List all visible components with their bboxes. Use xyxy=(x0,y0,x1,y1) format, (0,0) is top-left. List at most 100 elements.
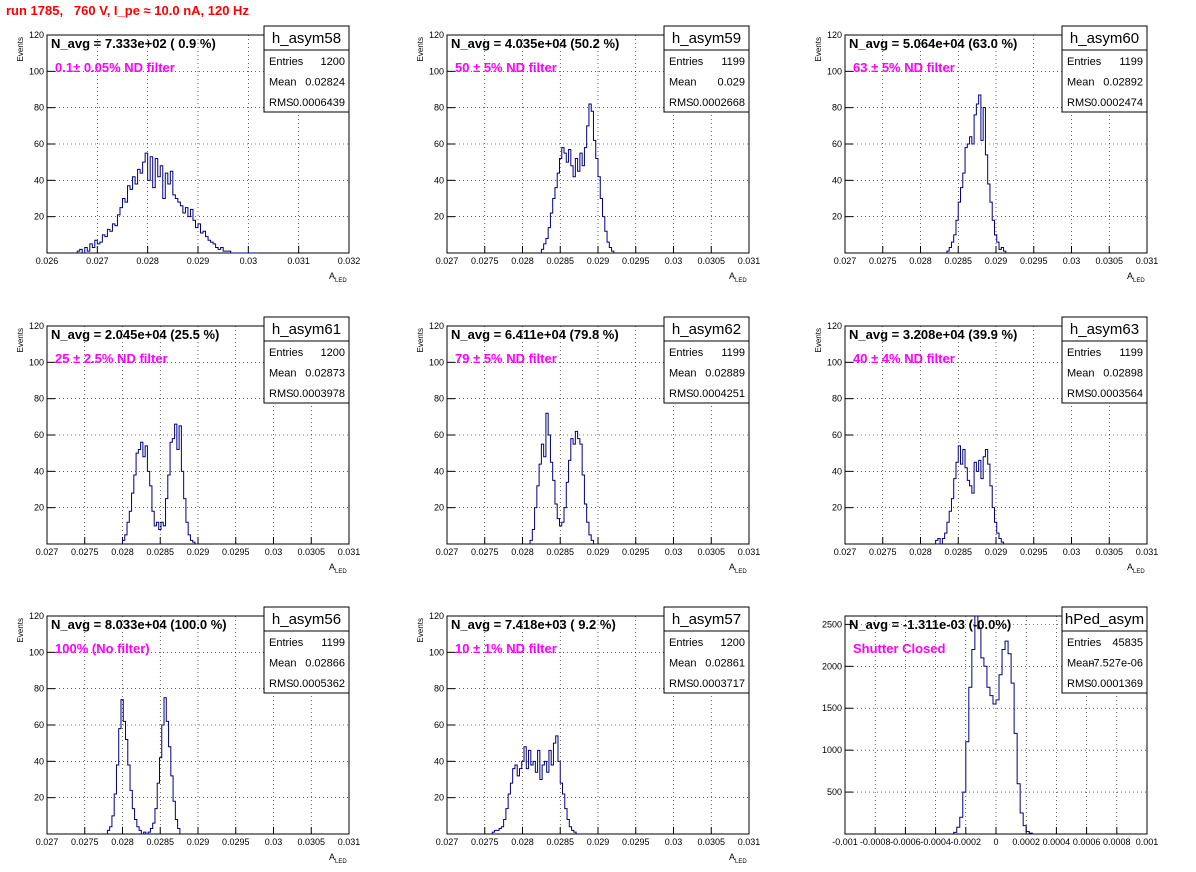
histogram-panel-h_asym58: 0.026 0.027 0.028 0.029 0.03 0.031 0.032 20 40 60… xyxy=(16,25,360,284)
stat-value: 0.0002474 xyxy=(1091,97,1143,109)
y-tick-label: 40 xyxy=(434,175,444,185)
y-tick-label: 40 xyxy=(832,175,842,185)
y-tick-label: 60 xyxy=(832,430,842,440)
x-tick-label: 0.028 xyxy=(111,837,134,847)
stat-label: Mean xyxy=(1067,77,1095,89)
y-tick-label: 80 xyxy=(434,394,444,404)
stats-title-box xyxy=(263,25,350,51)
x-tick-label: 0.028 xyxy=(511,256,534,266)
histogram-outline xyxy=(540,103,615,253)
stat-label: Entries xyxy=(669,56,704,68)
histogram-panel-h_asym62: 0.027 0.0275 0.028 0.0285 0.029 0.0295 0.03 0.0… xyxy=(416,316,760,575)
stat-value: 0.0003564 xyxy=(1091,388,1143,400)
y-tick-label: 1500 xyxy=(822,703,842,713)
x-tick-label: 0.0295 xyxy=(222,547,250,557)
stat-label: Mean xyxy=(669,77,697,89)
histogram-outline xyxy=(122,423,196,544)
stats-values-box xyxy=(1061,630,1148,694)
x-tick-label: 0.0285 xyxy=(146,547,174,557)
x-axis-label-sub: LED xyxy=(1133,569,1145,575)
x-axis-label: ALED xyxy=(329,852,347,865)
x-tick-label: 0.03 xyxy=(265,547,283,557)
y-tick-label: 120 xyxy=(827,321,842,331)
x-tick-label: 0.0004 xyxy=(1043,837,1071,847)
x-axis-label: ALED xyxy=(329,271,347,284)
x-tick-label: 0.001 xyxy=(1136,837,1159,847)
y-tick-label: 40 xyxy=(434,756,444,766)
y-tick-label: 40 xyxy=(34,175,44,185)
x-tick-label: 0.031 xyxy=(738,256,761,266)
x-tick-label: 0.03 xyxy=(1063,256,1081,266)
x-axis-label-main: A xyxy=(329,562,335,572)
x-tick-label: 0.031 xyxy=(1136,547,1159,557)
stat-label: Mean xyxy=(669,368,697,380)
x-axis-label-main: A xyxy=(329,271,335,281)
navg-label: N_avg = 3.208e+04 (39.9 %) xyxy=(849,327,1017,342)
stats-box: h_asym63 Entries 1199 Mean 0.02898 RMS 0.00035… xyxy=(1061,316,1148,404)
y-axis-label: Events xyxy=(16,328,25,352)
stat-value: 0.0002668 xyxy=(693,97,745,109)
stat-value: 1199 xyxy=(321,637,345,649)
x-tick-label: 0.027 xyxy=(36,837,59,847)
y-tick-label: 100 xyxy=(429,647,444,657)
stats-title-box xyxy=(663,316,750,342)
histogram-name: h_asym63 xyxy=(1070,321,1139,338)
stat-label: Mean xyxy=(269,368,297,380)
stats-values-box xyxy=(663,340,750,404)
x-tick-label: 0.0275 xyxy=(471,837,499,847)
x-tick-label: 0.0305 xyxy=(297,547,325,557)
y-axis-label: Events xyxy=(814,328,823,352)
x-tick-label: 0.0305 xyxy=(697,547,725,557)
stat-label: Mean xyxy=(1067,658,1095,670)
navg-label: N_avg = 2.045e+04 (25.5 %) xyxy=(51,327,219,342)
y-tick-label: 120 xyxy=(827,30,842,40)
stat-value: 45835 xyxy=(1112,637,1143,649)
histogram-outline xyxy=(946,94,1007,253)
x-tick-label: 0.032 xyxy=(338,256,361,266)
x-axis-label: ALED xyxy=(729,271,747,284)
navg-label: N_avg = 5.064e+04 (63.0 %) xyxy=(849,36,1017,51)
histogram-outline xyxy=(76,152,259,254)
y-tick-label: 20 xyxy=(434,212,444,222)
x-axis-label: ALED xyxy=(1127,562,1145,575)
stats-title-box xyxy=(1061,606,1148,632)
x-axis-label-sub: LED xyxy=(735,859,747,865)
x-axis-label-main: A xyxy=(729,271,735,281)
x-tick-label: 0.031 xyxy=(738,837,761,847)
x-tick-label: 0.027 xyxy=(436,256,459,266)
stat-label: Entries xyxy=(669,347,704,359)
y-tick-label: 80 xyxy=(434,103,444,113)
navg-label: N_avg = -1.311e-03 (-0.0%) xyxy=(849,617,1011,632)
y-axis-label: Events xyxy=(416,328,425,352)
y-tick-label: 60 xyxy=(832,139,842,149)
y-tick-label: 120 xyxy=(429,611,444,621)
x-tick-label: 0.0305 xyxy=(697,256,725,266)
y-tick-label: 20 xyxy=(34,212,44,222)
histogram-name: h_asym56 xyxy=(272,611,341,628)
histogram-name: h_asym57 xyxy=(672,611,741,628)
x-tick-label: 0.027 xyxy=(36,547,59,557)
stat-value: 1199 xyxy=(1119,347,1143,359)
x-axis-label-sub: LED xyxy=(735,569,747,575)
x-tick-label: 0.029 xyxy=(187,547,210,557)
stat-label: RMS xyxy=(669,388,693,400)
x-tick-label: 0.0275 xyxy=(471,547,499,557)
x-tick-label: -0.0006 xyxy=(890,837,921,847)
stat-value: 0.0005362 xyxy=(293,678,345,690)
x-tick-label: 0.0305 xyxy=(1095,256,1123,266)
x-tick-label: 0.0305 xyxy=(697,837,725,847)
y-tick-label: 80 xyxy=(34,103,44,113)
stats-box: h_asym60 Entries 1199 Mean 0.02892 RMS 0.00024… xyxy=(1061,25,1148,113)
y-tick-label: 1000 xyxy=(822,745,842,755)
stats-box: hPed_asym Entries 45835 Mean-7.527e-06 RMS 0.… xyxy=(1061,606,1148,694)
y-axis-label: Events xyxy=(416,618,425,642)
x-tick-label: 0.026 xyxy=(36,256,59,266)
stats-values-box xyxy=(263,340,350,404)
x-tick-label: 0.0295 xyxy=(622,256,650,266)
x-axis-label-sub: LED xyxy=(335,278,347,284)
stats-title-box xyxy=(663,606,750,632)
x-tick-label: 0.029 xyxy=(587,837,610,847)
x-axis-label-sub: LED xyxy=(735,278,747,284)
histogram-name: h_asym62 xyxy=(672,321,741,338)
y-tick-label: 120 xyxy=(29,30,44,40)
